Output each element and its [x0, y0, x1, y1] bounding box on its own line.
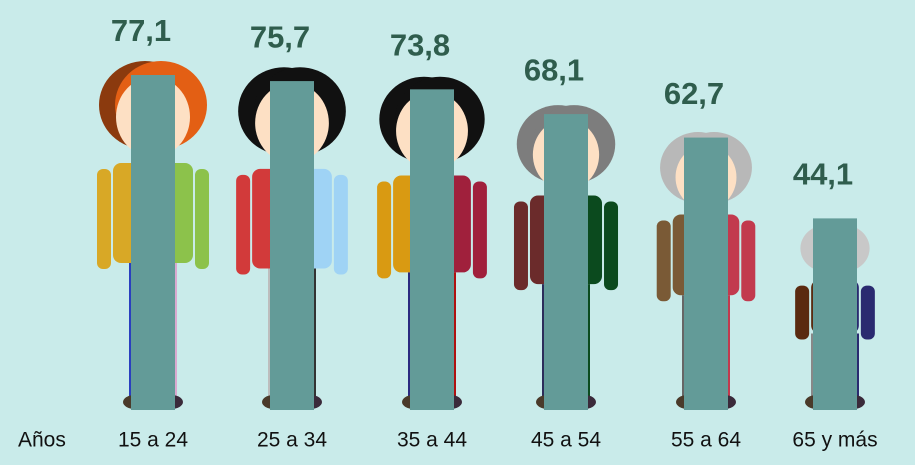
- arm: [795, 286, 809, 340]
- page: {"chart_data": {"type": "bar", "x_label"…: [0, 0, 915, 465]
- x-axis-label: Años: [18, 429, 66, 452]
- x-tick-label: 15 a 24: [118, 429, 188, 452]
- arm: [236, 175, 250, 275]
- value-label: 77,1: [111, 13, 171, 48]
- arm: [377, 182, 391, 279]
- value-label: 75,7: [250, 19, 310, 54]
- arm: [657, 220, 671, 301]
- x-tick-label: 55 a 64: [671, 429, 741, 452]
- x-tick-label: 45 a 54: [531, 429, 601, 452]
- arm: [334, 175, 348, 275]
- value-label: 73,8: [390, 28, 450, 63]
- bar: [410, 89, 454, 410]
- arm: [861, 286, 875, 340]
- arm: [97, 169, 111, 269]
- bar: [270, 81, 314, 410]
- x-tick-label: 25 a 34: [257, 429, 327, 452]
- x-tick-label: 35 a 44: [397, 429, 467, 452]
- bar: [131, 75, 175, 410]
- bar: [813, 218, 857, 410]
- value-label: 68,1: [524, 52, 584, 87]
- bar: [544, 114, 588, 410]
- x-tick-label: 65 y más: [792, 429, 877, 452]
- chart: Años 77,1 15 a 24 75,7 25 a 34 73,8 35 a 44 68…: [0, 0, 915, 465]
- arm: [473, 182, 487, 279]
- value-label: 44,1: [793, 157, 853, 192]
- bar: [684, 138, 728, 410]
- arm: [741, 220, 755, 301]
- arm: [604, 202, 618, 291]
- value-label: 62,7: [664, 76, 724, 111]
- arm: [195, 169, 209, 269]
- arm: [514, 202, 528, 291]
